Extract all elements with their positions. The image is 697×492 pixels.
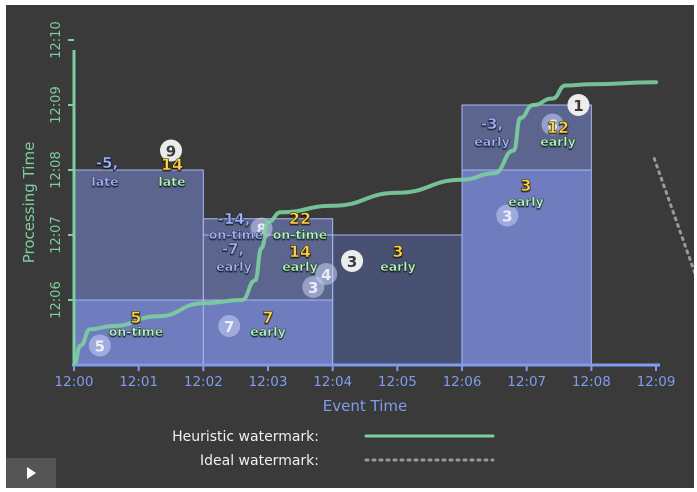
pane-value: 12: [547, 118, 569, 137]
pane-prior-value: -3,: [481, 115, 503, 133]
y-tick-label: 12:08: [49, 151, 64, 188]
pane-prior-value: -7,: [222, 240, 244, 258]
pane-value: 14: [289, 242, 311, 261]
pane-value: 14: [161, 155, 183, 174]
pane-label: early: [540, 134, 576, 149]
y-tick-label: 12:07: [49, 216, 64, 253]
data-point: [541, 113, 564, 136]
data-point: [567, 94, 590, 116]
pane-prior-label: early: [474, 134, 510, 149]
data-point-label: 9: [166, 143, 176, 161]
pane-label: early: [508, 194, 544, 209]
legend-label: Heuristic watermark:: [172, 429, 319, 445]
pane-prior-label: on-time: [209, 227, 263, 242]
x-tick-label: 12:04: [313, 374, 352, 390]
x-tick-label: 12:08: [572, 374, 611, 390]
y-axis-title: Processing Time: [20, 142, 38, 264]
data-point-label: 4: [321, 266, 331, 284]
data-point-label: 7: [224, 318, 234, 336]
data-point: [160, 139, 183, 162]
pane-value: 7: [262, 308, 273, 327]
play-icon: [27, 467, 36, 479]
data-point-label: 3: [308, 279, 318, 297]
x-tick-label: 12:07: [507, 374, 546, 390]
pane-prior-label: early: [216, 259, 252, 274]
data-point: [315, 263, 338, 285]
window-pane: [73, 169, 204, 301]
data-point-label: 5: [95, 338, 105, 356]
x-tick-label: 12:02: [184, 374, 223, 390]
pane-label: early: [250, 324, 286, 339]
pane-label: late: [158, 174, 185, 189]
data-point-label: 8: [256, 221, 266, 239]
data-point-label: 6: [547, 117, 557, 135]
x-tick-label: 12:05: [378, 374, 417, 390]
data-point: [341, 250, 364, 272]
x-tick-label: 12:01: [119, 374, 158, 390]
x-tick-label: 12:00: [55, 374, 94, 390]
data-point: [218, 315, 241, 337]
data-point-label: 1: [573, 97, 583, 115]
pane-prior-label: late: [91, 174, 118, 189]
data-point: [496, 204, 519, 227]
pane-prior-value: -5,: [96, 154, 118, 172]
ideal-watermark-line: [651, 153, 694, 276]
pane-label: early: [380, 259, 416, 274]
window-pane: [461, 104, 592, 171]
data-point-label: 3: [347, 253, 357, 271]
pane-value: 3: [392, 242, 403, 261]
pane-label: early: [282, 259, 318, 274]
play-button[interactable]: [6, 458, 56, 488]
pane-label: on-time: [109, 324, 163, 339]
y-tick-label: 12:06: [49, 281, 64, 318]
data-point: [88, 334, 111, 357]
y-tick-label: 12:10: [49, 21, 64, 58]
pane-prior-value: -14,: [218, 210, 251, 228]
heuristic-watermark-line: [72, 80, 659, 367]
y-tick-label: 12:09: [49, 86, 64, 123]
pane-label: on-time: [273, 227, 327, 242]
data-point-label: 3: [502, 208, 512, 226]
legend-label: Ideal watermark:: [200, 453, 319, 469]
x-tick-label: 12:03: [249, 374, 288, 390]
pane-value: 22: [289, 209, 311, 228]
pane-value: 5: [130, 308, 141, 327]
x-tick-label: 12:06: [443, 374, 482, 390]
pane-value: 3: [520, 176, 531, 195]
x-axis-title: Event Time: [323, 397, 407, 415]
x-tick-label: 12:09: [637, 374, 676, 390]
